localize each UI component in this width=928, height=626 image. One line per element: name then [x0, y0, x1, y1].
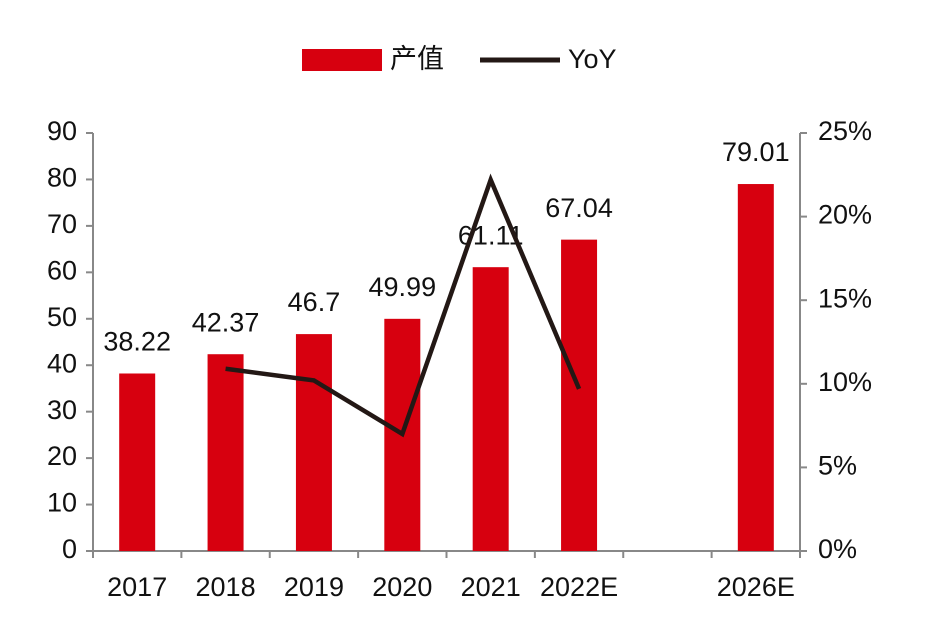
y-tick-label: 10	[47, 488, 77, 518]
y-tick-label: 50	[47, 302, 77, 332]
bar	[295, 334, 332, 551]
bar	[561, 239, 598, 551]
x-tick-label: 2021	[461, 572, 521, 602]
x-tick-label: 2019	[284, 572, 344, 602]
y-tick-label: 0	[62, 534, 77, 564]
x-tick-label: 2022E	[540, 572, 618, 602]
data-label: 42.37	[192, 307, 260, 337]
y-tick-label: 40	[47, 348, 77, 378]
y2-tick-label: 25%	[818, 116, 872, 146]
y2-tick-label: 5%	[818, 451, 857, 481]
y2-tick-label: 0%	[818, 534, 857, 564]
x-tick-label: 2020	[372, 572, 432, 602]
x-tick-label: 2026E	[717, 572, 795, 602]
data-label: 46.7	[288, 287, 341, 317]
data-label: 67.04	[545, 193, 613, 223]
data-label: 49.99	[369, 272, 437, 302]
data-label: 38.22	[103, 327, 171, 357]
x-tick-label: 2018	[196, 572, 256, 602]
y-tick-label: 90	[47, 116, 77, 146]
bar	[737, 184, 774, 551]
bar	[472, 267, 509, 551]
y-tick-label: 80	[47, 163, 77, 193]
bar	[119, 373, 156, 551]
legend-swatch	[302, 49, 382, 71]
y2-tick-label: 20%	[818, 200, 872, 230]
legend-label: YoY	[568, 44, 617, 74]
y2-tick-label: 15%	[818, 283, 872, 313]
data-label: 79.01	[722, 137, 790, 167]
bar	[207, 354, 244, 551]
y-tick-label: 70	[47, 209, 77, 239]
x-tick-label: 2017	[107, 572, 167, 602]
y2-tick-label: 10%	[818, 367, 872, 397]
line	[225, 173, 582, 438]
y-tick-label: 60	[47, 255, 77, 285]
y-tick-label: 30	[47, 395, 77, 425]
legend-label: 产值	[390, 44, 444, 74]
y-tick-label: 20	[47, 441, 77, 471]
